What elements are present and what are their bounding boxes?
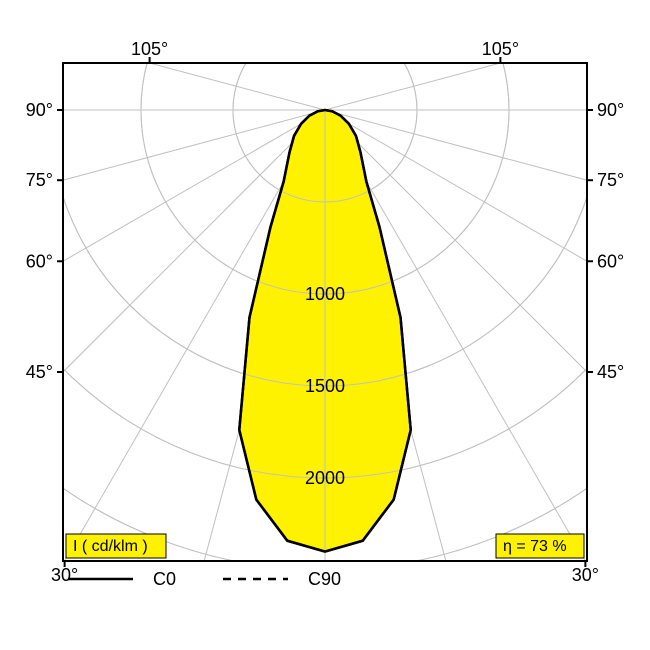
polar-chart-svg: 1000 1500 2000 30° 30° 45° 45° 60° 60° 75° 75° 90° 9…	[0, 0, 650, 650]
angle-label-left: 30°	[51, 565, 78, 585]
angle-label-left: 90°	[26, 100, 53, 120]
angle-label-right: 75°	[597, 170, 624, 190]
angle-label-right: 105°	[482, 39, 519, 59]
legend-label-c90: C90	[308, 569, 341, 589]
angle-label-right: 90°	[597, 100, 624, 120]
polar-chart-container: 1000 1500 2000 30° 30° 45° 45° 60° 60° 75° 75° 90° 9…	[0, 0, 650, 650]
angle-label-left: 45°	[26, 362, 53, 382]
angle-label-left: 105°	[131, 39, 168, 59]
ring-label: 2000	[305, 468, 345, 488]
ring-label: 1500	[305, 376, 345, 396]
angle-label-right: 30°	[572, 565, 599, 585]
angle-label-right: 60°	[597, 251, 624, 271]
angle-label-right: 45°	[597, 362, 624, 382]
efficiency-label: η = 73 %	[503, 538, 567, 555]
ring-label: 1000	[305, 284, 345, 304]
angle-label-left: 60°	[26, 251, 53, 271]
legend-label-c0: C0	[153, 569, 176, 589]
angle-label-left: 75°	[26, 170, 53, 190]
unit-label: I ( cd/klm )	[73, 538, 148, 555]
